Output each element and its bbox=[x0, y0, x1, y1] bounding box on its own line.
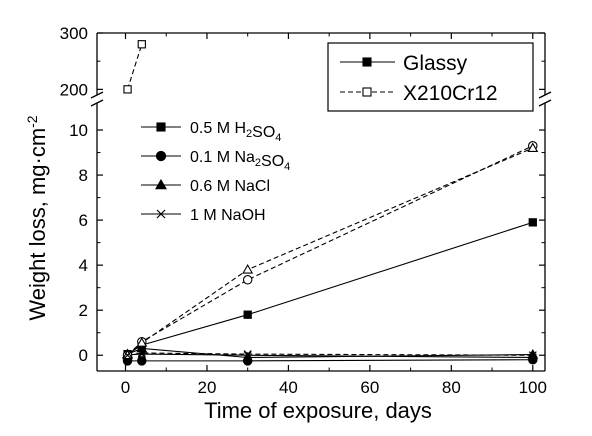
y-tick-label: 0 bbox=[79, 346, 88, 365]
data-point-glassy-cross bbox=[528, 353, 537, 362]
y-tick-label: 10 bbox=[69, 121, 88, 140]
y-tick-label-upper: 300 bbox=[60, 24, 88, 43]
series-line-glassy-square bbox=[127, 221, 533, 355]
data-point-x210cr12-cross bbox=[528, 351, 537, 360]
series-line-glassy-circle bbox=[127, 359, 533, 362]
data-point-glassy-square bbox=[243, 310, 252, 319]
legend-solution-label: 0.1 M Na2SO4 bbox=[190, 149, 290, 173]
data-point-x210cr12-triangle bbox=[242, 264, 254, 274]
legend-text-part: 0.6 M NaCl bbox=[190, 178, 270, 195]
data-point-glassy-circle bbox=[137, 356, 147, 366]
legend-material-box bbox=[327, 42, 534, 112]
legend-material-label: X210Cr12 bbox=[403, 82, 498, 105]
x-tick-label: 100 bbox=[519, 378, 547, 397]
series-markers bbox=[122, 40, 539, 366]
x-tick-label: 0 bbox=[121, 378, 130, 397]
data-point-x210cr12-cross bbox=[123, 351, 132, 360]
series-line-glassy-cross bbox=[127, 353, 533, 359]
data-point-x210cr12-square bbox=[123, 85, 132, 94]
legend-material-marker bbox=[362, 87, 372, 97]
x-tick-label: 20 bbox=[198, 378, 217, 397]
y-tick-label: 8 bbox=[79, 166, 88, 185]
legend-text-part: 0.1 M Na bbox=[190, 149, 255, 166]
legend-subscript: 2 bbox=[246, 128, 252, 140]
series-lines bbox=[127, 44, 534, 362]
y-axis-title: Weight loss, mg·cm-2 bbox=[24, 115, 50, 320]
data-point-x210cr12-cross bbox=[137, 348, 146, 358]
legend-material-marker bbox=[362, 57, 372, 67]
y-axis-title-exponent: -2 bbox=[24, 115, 40, 128]
legend-solution-label: 0.5 M H2SO4 bbox=[190, 120, 281, 144]
x-tick-label: 80 bbox=[442, 378, 461, 397]
axis-break-right bbox=[538, 91, 552, 107]
legend-material: Glassy X210Cr12 bbox=[327, 42, 534, 112]
data-point-glassy-cross bbox=[243, 351, 252, 360]
data-point-x210cr12-cross bbox=[243, 350, 252, 359]
x-tick-label: 40 bbox=[279, 378, 298, 397]
y-axis-title-main: Weight loss, mg·cm bbox=[25, 128, 50, 321]
series-line-x210cr12-triangle bbox=[127, 147, 533, 356]
data-point-x210cr12-square bbox=[137, 40, 146, 49]
legend-solution-marker bbox=[155, 178, 167, 190]
plot-frame bbox=[90, 32, 552, 372]
legend-subscript: 2 bbox=[255, 157, 261, 169]
data-point-x210cr12-circle bbox=[242, 275, 253, 285]
x-axis-title: Time of exposure, days bbox=[204, 398, 432, 423]
legend-solution-label: 0.6 M NaCl bbox=[190, 178, 270, 195]
axis-break-left bbox=[90, 91, 104, 107]
legend-solution-marker bbox=[155, 150, 167, 162]
legend-text-part: 0.5 M H bbox=[190, 120, 246, 137]
x-tick-label: 60 bbox=[360, 378, 379, 397]
data-point-x210cr12-triangle bbox=[527, 142, 539, 152]
data-point-x210cr12-triangle bbox=[136, 337, 148, 347]
legend-solution-label: 1 M NaOH bbox=[190, 207, 266, 224]
legend-text-part: SO bbox=[252, 124, 275, 141]
axis-ticks: 0 20 40 60 80 100 0 2 4 6 8 10 200 300 bbox=[60, 24, 547, 397]
legend-material-label: Glassy bbox=[403, 52, 468, 75]
y-tick-label: 4 bbox=[79, 256, 88, 275]
legend-text-part: 1 M NaOH bbox=[190, 207, 266, 224]
legend-text-part: SO bbox=[261, 153, 284, 170]
series-line-x210cr12-square bbox=[127, 44, 143, 90]
y-tick-label: 6 bbox=[79, 211, 88, 230]
data-point-glassy-cross bbox=[137, 350, 146, 359]
legend-solution-marker bbox=[156, 122, 166, 132]
series-line-x210cr12-cross bbox=[127, 352, 533, 356]
series-line-x210cr12-circle bbox=[127, 145, 534, 356]
data-point-glassy-square bbox=[528, 218, 537, 227]
legend-subscript: 4 bbox=[284, 161, 290, 173]
legend-solution-marker bbox=[156, 209, 166, 219]
y-tick-label: 2 bbox=[79, 301, 88, 320]
legend-subscript: 4 bbox=[275, 132, 281, 144]
y-tick-label-upper: 200 bbox=[60, 80, 88, 99]
